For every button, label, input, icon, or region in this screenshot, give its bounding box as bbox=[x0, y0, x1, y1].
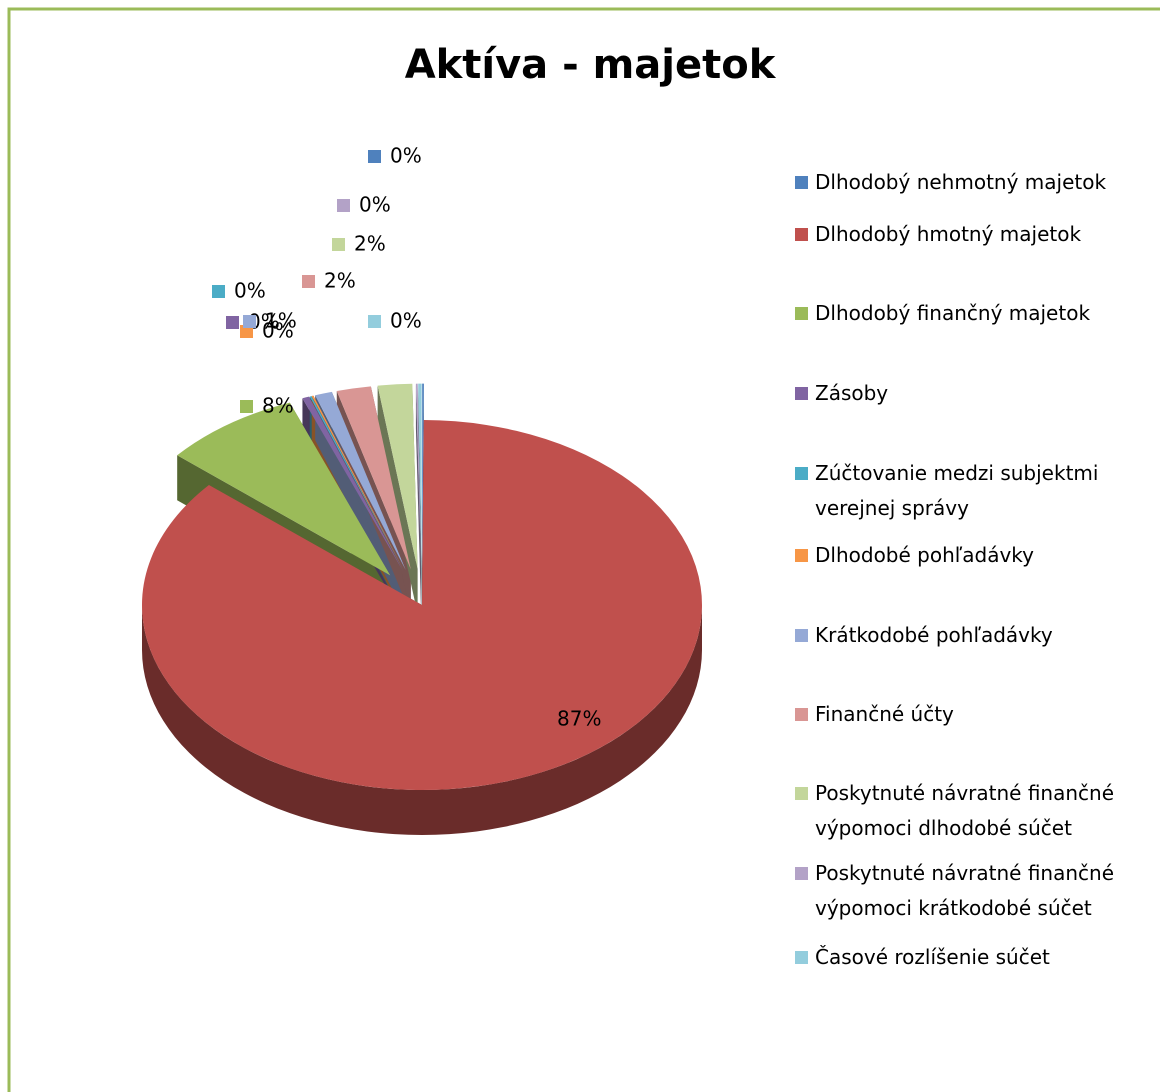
legend-label: Poskytnuté návratné finančné výpomoci dl… bbox=[815, 781, 1115, 840]
slice bbox=[315, 391, 406, 571]
legend-label: Krátkodobé pohľadávky bbox=[815, 623, 1053, 647]
chart-title: Aktíva - majetok bbox=[405, 42, 777, 88]
slice bbox=[309, 396, 404, 571]
legend-swatch bbox=[795, 787, 808, 800]
legend-label: Zásoby bbox=[815, 381, 889, 405]
legend-swatch bbox=[795, 176, 808, 189]
data-label: 0% bbox=[359, 193, 391, 217]
data-label: 0% bbox=[390, 144, 422, 168]
slice bbox=[302, 396, 403, 571]
label-key bbox=[243, 315, 256, 328]
legend-swatch bbox=[795, 951, 808, 964]
slice-wall bbox=[142, 605, 702, 835]
legend-label: Dlhodobý nehmotný majetok bbox=[815, 170, 1107, 194]
legend-swatch bbox=[795, 708, 808, 721]
label-key bbox=[240, 400, 253, 413]
legend-item: Dlhodobý nehmotný majetok bbox=[795, 165, 1125, 200]
slice-side bbox=[418, 383, 422, 614]
legend-label: Poskytnuté návratné finančné výpomoci kr… bbox=[815, 861, 1115, 920]
legend-item: Finančné účty bbox=[795, 697, 1125, 732]
slice bbox=[311, 395, 405, 571]
label-key bbox=[368, 315, 381, 328]
legend-label: Zúčtovanie medzi subjektmi verejnej sprá… bbox=[815, 461, 1099, 520]
slice bbox=[377, 383, 418, 569]
legend-item: Dlhodobý hmotný majetok bbox=[795, 217, 1125, 252]
label-key bbox=[302, 275, 315, 288]
legend-item: Poskytnuté návratné finančné výpomoci dl… bbox=[795, 776, 1125, 846]
legend-label: Dlhodobý finančný majetok bbox=[815, 301, 1091, 325]
data-label: 87% bbox=[557, 707, 601, 731]
legend-item: Poskytnuté návratné finančné výpomoci kr… bbox=[795, 856, 1125, 926]
slice-edge bbox=[415, 383, 422, 614]
label-key bbox=[212, 285, 225, 298]
legend-swatch bbox=[795, 387, 808, 400]
legend-item: Krátkodobé pohľadávky bbox=[795, 618, 1125, 653]
legend-label: Dlhodobý hmotný majetok bbox=[815, 222, 1082, 246]
label-key bbox=[226, 316, 239, 329]
data-label: 2% bbox=[324, 269, 356, 293]
data-label: 1% bbox=[265, 309, 297, 333]
slice-edge bbox=[418, 383, 422, 614]
slice bbox=[142, 420, 702, 790]
slice bbox=[418, 383, 422, 569]
data-label: 2% bbox=[354, 232, 386, 256]
label-key bbox=[368, 150, 381, 163]
legend-swatch bbox=[795, 867, 808, 880]
slice bbox=[177, 402, 391, 576]
slice-tops bbox=[142, 383, 702, 790]
slice bbox=[336, 386, 411, 570]
label-key bbox=[332, 238, 345, 251]
legend-item: Dlhodobý finančný majetok bbox=[795, 296, 1125, 331]
data-label: 0% bbox=[390, 309, 422, 333]
legend-item: Časové rozlíšenie súčet bbox=[795, 940, 1125, 975]
legend-swatch bbox=[795, 549, 808, 562]
legend-label: Finančné účty bbox=[815, 702, 954, 726]
frame bbox=[7, 7, 1160, 1092]
slice bbox=[422, 383, 424, 569]
data-label: 8% bbox=[262, 394, 294, 418]
legend-label: Časové rozlíšenie súčet bbox=[815, 945, 1050, 969]
legend-item: Zúčtovanie medzi subjektmi verejnej sprá… bbox=[795, 456, 1125, 526]
legend-swatch bbox=[795, 629, 808, 642]
legend-swatch bbox=[795, 228, 808, 241]
legend-item: Dlhodobé pohľadávky bbox=[795, 538, 1125, 573]
data-label: 0% bbox=[234, 279, 266, 303]
label-key bbox=[337, 199, 350, 212]
legend-swatch bbox=[795, 307, 808, 320]
legend-swatch bbox=[795, 467, 808, 480]
legend-label: Dlhodobé pohľadávky bbox=[815, 543, 1035, 567]
legend-item: Zásoby bbox=[795, 376, 1125, 411]
label-key bbox=[240, 325, 253, 338]
data-label: 0% bbox=[262, 319, 294, 343]
slice bbox=[415, 383, 422, 569]
